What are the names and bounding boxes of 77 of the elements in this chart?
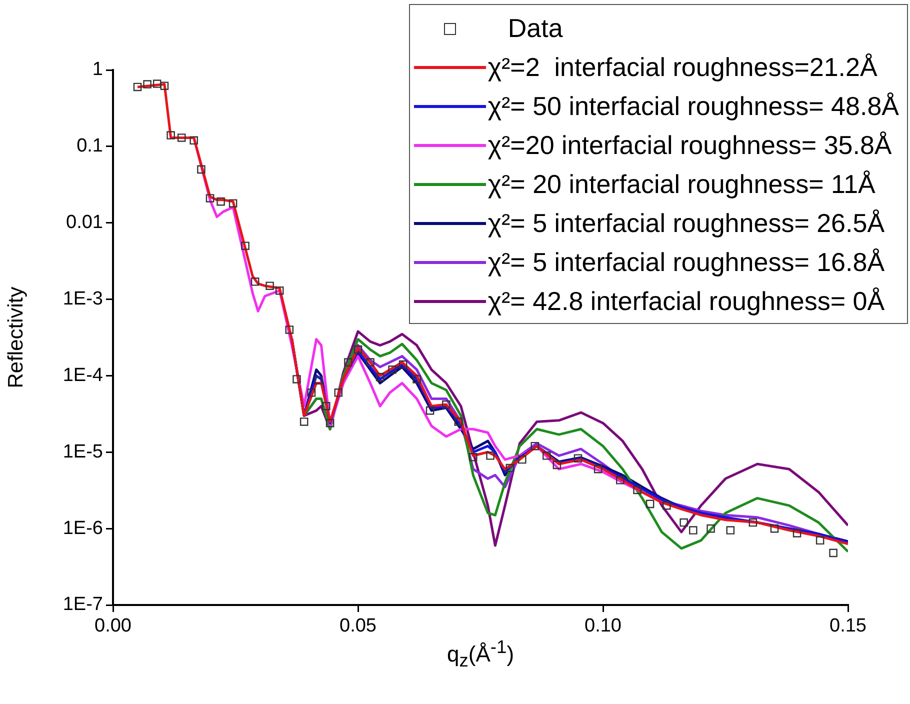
point bbox=[486, 452, 494, 460]
point bbox=[366, 358, 374, 366]
point bbox=[748, 518, 758, 527]
point bbox=[552, 460, 562, 470]
point bbox=[426, 406, 434, 415]
legend-label: Data bbox=[508, 12, 563, 45]
y-axis-title: Reflectivity bbox=[4, 286, 28, 388]
point bbox=[829, 548, 838, 558]
point bbox=[770, 524, 779, 533]
point bbox=[454, 418, 463, 426]
legend-label: χ²=20 interfacial roughness= 35.8Å bbox=[488, 129, 892, 162]
point bbox=[680, 518, 688, 527]
point bbox=[197, 165, 206, 174]
legend-label: χ²=2 interfacial roughness=21.2Å bbox=[488, 51, 878, 84]
point bbox=[398, 360, 408, 369]
point bbox=[322, 402, 330, 410]
point bbox=[166, 131, 175, 140]
point bbox=[646, 500, 654, 508]
point bbox=[160, 82, 169, 90]
point bbox=[275, 286, 284, 295]
point bbox=[307, 388, 316, 397]
x-tick-label: 0.15 bbox=[830, 616, 866, 637]
point bbox=[190, 136, 198, 145]
y-tick-label: 1E-6 bbox=[62, 518, 103, 539]
point bbox=[300, 418, 308, 426]
point bbox=[133, 82, 142, 92]
point bbox=[518, 455, 526, 464]
point bbox=[354, 345, 362, 354]
x-tick-label: 0.10 bbox=[584, 616, 622, 637]
legend-label: χ²= 50 interfacial roughness= 48.8Å bbox=[488, 90, 899, 123]
point bbox=[143, 80, 152, 88]
point bbox=[662, 501, 671, 510]
x-tick-label: 0.05 bbox=[340, 616, 376, 637]
point bbox=[412, 375, 421, 384]
y-tick-label: 1E-4 bbox=[62, 364, 104, 386]
x-tick-label: 0.00 bbox=[94, 616, 132, 637]
point bbox=[574, 454, 582, 462]
point bbox=[542, 452, 551, 460]
y-tick-label: 1E-5 bbox=[62, 441, 103, 462]
point bbox=[376, 372, 384, 382]
point bbox=[314, 376, 323, 384]
point bbox=[726, 526, 735, 534]
point bbox=[266, 282, 274, 290]
y-tick-label: 1E-7 bbox=[62, 594, 103, 616]
point bbox=[792, 529, 802, 538]
point bbox=[469, 453, 478, 462]
point bbox=[816, 536, 824, 545]
point bbox=[506, 464, 514, 472]
point bbox=[228, 199, 238, 208]
x-axis-title: q$_{z}$(Å$^{-1}$) bbox=[446, 636, 516, 672]
y-tick-label: 1 bbox=[92, 59, 103, 80]
y-tick-label: 0.1 bbox=[76, 136, 103, 157]
point bbox=[616, 476, 624, 484]
point bbox=[292, 375, 301, 384]
point bbox=[334, 388, 343, 397]
point bbox=[442, 400, 450, 409]
y-tick-label: 0.01 bbox=[66, 212, 103, 234]
point bbox=[250, 278, 260, 286]
legend-label: χ²= 5 interfacial roughness= 26.5Å bbox=[488, 207, 885, 240]
point bbox=[241, 242, 250, 250]
point bbox=[152, 80, 162, 88]
point bbox=[216, 197, 225, 206]
point bbox=[530, 442, 540, 450]
point bbox=[285, 326, 294, 334]
legend-label: χ²= 42.8 interfacial roughness= 0Å bbox=[488, 285, 885, 318]
point bbox=[177, 134, 186, 142]
legend-label: χ²= 20 interfacial roughness= 11Å bbox=[488, 168, 876, 201]
y-tick-label: 1E-3 bbox=[62, 288, 103, 310]
point bbox=[326, 418, 334, 428]
point bbox=[706, 524, 715, 533]
point bbox=[388, 366, 396, 374]
point bbox=[206, 194, 214, 202]
point bbox=[594, 464, 602, 474]
point bbox=[689, 526, 698, 534]
point bbox=[633, 486, 642, 494]
point bbox=[344, 358, 352, 366]
legend-label: χ²= 5 interfacial roughness= 16.8Å bbox=[488, 246, 885, 279]
